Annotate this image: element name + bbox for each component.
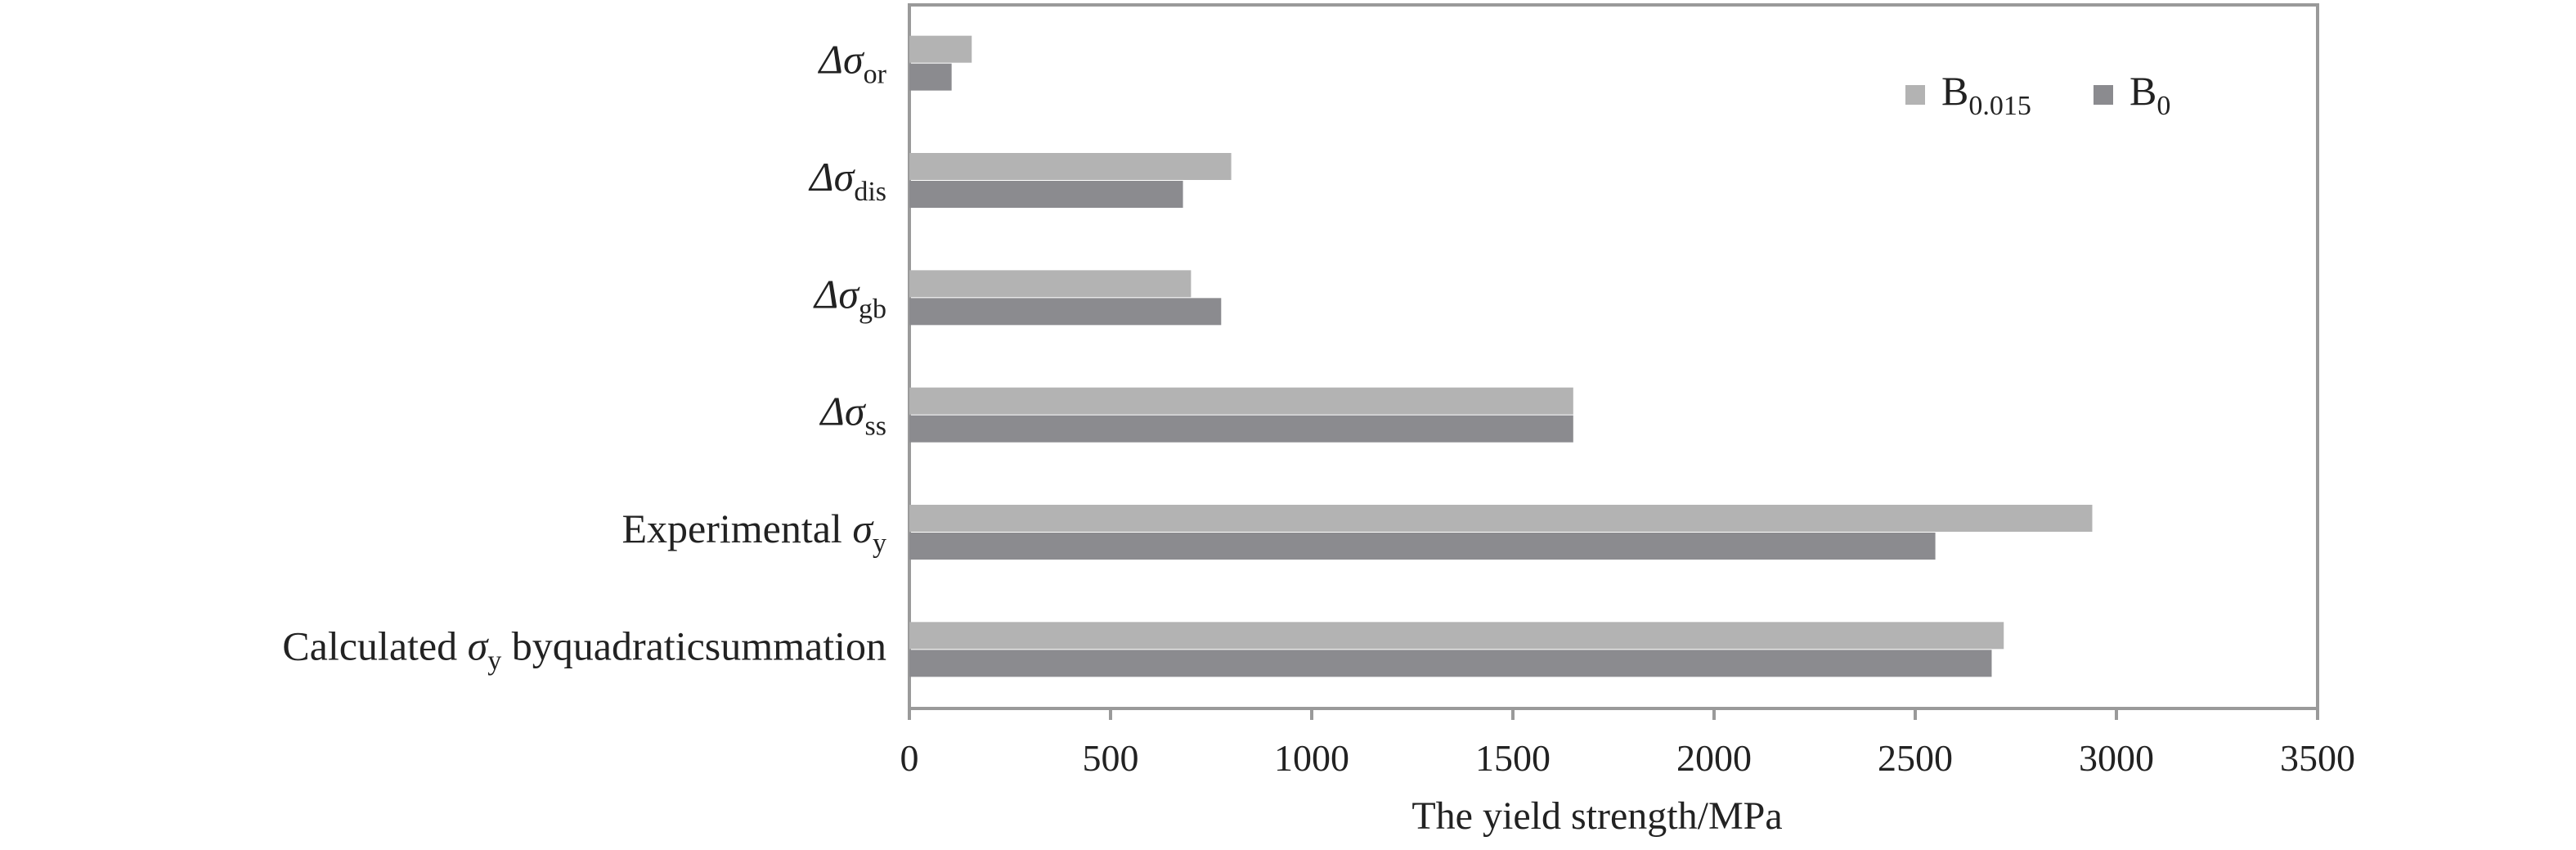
bar-0-5 bbox=[909, 650, 1992, 677]
bar-0015-4 bbox=[909, 505, 2093, 532]
category-label: Experimental σy bbox=[622, 506, 886, 559]
bar-0-2 bbox=[909, 298, 1222, 326]
category-label: Δσdis bbox=[808, 154, 886, 207]
x-tick-label: 1500 bbox=[1475, 737, 1551, 779]
x-axis-ticks: 0 500 1000 1500 2000 2500 3000 3500 bbox=[900, 708, 2355, 779]
category-label: Calculated σy byquadraticsummation bbox=[282, 623, 886, 676]
legend: B0.015 B0 bbox=[1905, 68, 2170, 121]
legend-swatch bbox=[1905, 85, 1925, 105]
x-tick-label: 3000 bbox=[2079, 737, 2154, 779]
bar-0-3 bbox=[909, 415, 1573, 443]
x-tick-label: 3500 bbox=[2280, 737, 2355, 779]
x-tick-label: 0 bbox=[900, 737, 919, 779]
legend-label: B0 bbox=[2129, 68, 2170, 121]
bar-0015-5 bbox=[909, 622, 2004, 650]
x-tick-label: 500 bbox=[1083, 737, 1139, 779]
x-tick-label: 2500 bbox=[1878, 737, 1953, 779]
bar-0-4 bbox=[909, 533, 1936, 560]
legend-swatch bbox=[2094, 85, 2113, 105]
category-label: Δσgb bbox=[813, 271, 886, 324]
bar-0-0 bbox=[909, 63, 952, 91]
category-label: Δσor bbox=[818, 37, 887, 90]
legend-label: B0.015 bbox=[1941, 68, 2031, 121]
plot-border bbox=[908, 3, 2319, 710]
bar-0015-3 bbox=[909, 387, 1573, 415]
plot-frame bbox=[908, 3, 2319, 710]
category-label: Δσss bbox=[819, 389, 886, 442]
category-labels: Δσor Δσdis Δσgb Δσss Experimental σy Calculat… bbox=[282, 37, 886, 677]
bar-0015-1 bbox=[909, 153, 1232, 180]
bar-0-1 bbox=[909, 181, 1183, 208]
x-tick-label: 2000 bbox=[1676, 737, 1752, 779]
x-axis-title: The yield strength/MPa bbox=[1411, 794, 1782, 838]
bar-0015-2 bbox=[909, 270, 1192, 298]
x-tick-label: 1000 bbox=[1274, 737, 1349, 779]
bar-0015-0 bbox=[909, 35, 972, 63]
bars-group bbox=[909, 35, 2093, 677]
